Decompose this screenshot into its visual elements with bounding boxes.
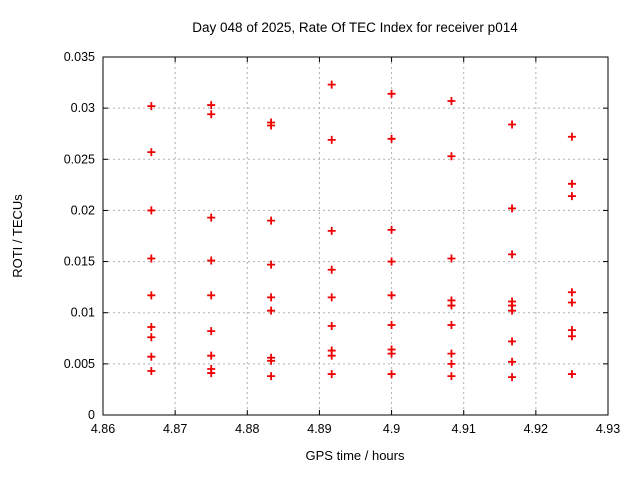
data-point-marker: [567, 192, 576, 201]
data-point-marker: [508, 337, 517, 346]
data-point-marker: [267, 216, 276, 225]
data-point-marker: [447, 359, 456, 368]
data-point-marker: [147, 367, 156, 376]
data-point-marker: [147, 323, 156, 332]
data-point-marker: [207, 369, 216, 378]
y-tick-label: 0.03: [71, 101, 95, 115]
data-point-marker: [327, 322, 336, 331]
data-point-marker: [327, 293, 336, 302]
data-point-marker: [267, 260, 276, 269]
data-point-marker: [508, 120, 517, 129]
data-point-marker: [567, 370, 576, 379]
y-tick-label: 0: [88, 408, 95, 422]
data-point-marker: [147, 333, 156, 342]
data-point-marker: [327, 351, 336, 360]
data-point-marker: [207, 327, 216, 336]
data-point-marker: [207, 351, 216, 360]
x-tick-label: 4.86: [91, 422, 115, 436]
x-tick-label: 4.9: [383, 422, 400, 436]
y-tick-label: 0.035: [64, 50, 95, 64]
data-points: [147, 80, 576, 382]
data-point-marker: [267, 293, 276, 302]
y-tick-label: 0.005: [64, 357, 95, 371]
data-point-marker: [508, 357, 517, 366]
data-point-marker: [327, 226, 336, 235]
data-point-marker: [267, 372, 276, 381]
data-point-marker: [267, 306, 276, 315]
data-point-marker: [508, 204, 517, 213]
data-point-marker: [447, 152, 456, 161]
data-point-marker: [327, 265, 336, 274]
data-point-marker: [267, 121, 276, 130]
data-point-marker: [387, 291, 396, 300]
data-point-marker: [567, 298, 576, 307]
y-axis-label: ROTI / TECUs: [10, 194, 25, 278]
data-point-marker: [147, 291, 156, 300]
y-tick-label: 0.01: [71, 306, 95, 320]
axis-ticks: [102, 56, 609, 416]
x-tick-label: 4.88: [235, 422, 259, 436]
data-point-marker: [147, 148, 156, 157]
data-point-marker: [147, 352, 156, 361]
x-axis-label: GPS time / hours: [306, 448, 405, 463]
x-tick-label: 4.91: [452, 422, 476, 436]
y-tick-label: 0.025: [64, 152, 95, 166]
data-point-marker: [567, 132, 576, 141]
data-point-marker: [508, 373, 517, 382]
data-point-marker: [447, 301, 456, 310]
data-point-marker: [327, 135, 336, 144]
data-point-marker: [567, 288, 576, 297]
data-point-marker: [567, 332, 576, 341]
x-tick-label: 4.89: [307, 422, 331, 436]
x-tick-label: 4.92: [524, 422, 548, 436]
grid-lines: [103, 57, 608, 415]
data-point-marker: [207, 213, 216, 222]
data-point-marker: [147, 206, 156, 215]
data-point-marker: [447, 254, 456, 263]
data-point-marker: [447, 372, 456, 381]
data-point-marker: [387, 89, 396, 98]
data-point-marker: [508, 250, 517, 259]
data-point-marker: [508, 306, 517, 315]
data-point-marker: [387, 225, 396, 234]
chart-title: Day 048 of 2025, Rate Of TEC Index for r…: [192, 20, 518, 35]
data-point-marker: [327, 370, 336, 379]
x-tick-label: 4.87: [163, 422, 187, 436]
data-point-marker: [387, 349, 396, 358]
y-tick-label: 0.02: [71, 203, 95, 217]
data-point-marker: [267, 356, 276, 365]
data-point-marker: [327, 80, 336, 89]
data-point-marker: [447, 349, 456, 358]
data-point-marker: [387, 320, 396, 329]
data-point-marker: [387, 257, 396, 266]
data-point-marker: [147, 254, 156, 263]
chart-root: 4.86 4.87 4.88 4.89 4.9 4.91 4.92 4.93 0 0.005 0.0…: [64, 50, 620, 436]
data-point-marker: [207, 256, 216, 265]
x-tick-labels: 4.86 4.87 4.88 4.89 4.9 4.91 4.92 4.93: [91, 422, 620, 436]
data-point-marker: [567, 179, 576, 188]
data-point-marker: [207, 291, 216, 300]
y-tick-labels: 0 0.005 0.01 0.015 0.02 0.025 0.03 0.035: [64, 50, 95, 422]
data-point-marker: [207, 110, 216, 119]
y-tick-label: 0.015: [64, 255, 95, 269]
data-point-marker: [147, 102, 156, 111]
plot-border: [102, 56, 609, 416]
data-point-marker: [387, 370, 396, 379]
data-point-marker: [207, 101, 216, 110]
data-point-marker: [447, 96, 456, 105]
x-tick-label: 4.93: [596, 422, 620, 436]
data-point-marker: [387, 134, 396, 143]
data-point-marker: [447, 320, 456, 329]
